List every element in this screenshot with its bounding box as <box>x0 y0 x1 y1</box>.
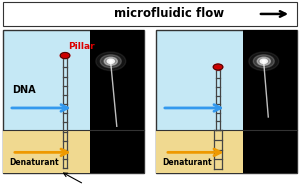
Circle shape <box>253 55 274 68</box>
Bar <box>156 30 297 173</box>
Text: microfluidic flow: microfluidic flow <box>114 7 224 20</box>
Bar <box>3 30 144 173</box>
Circle shape <box>249 52 279 70</box>
Bar <box>3 2 297 26</box>
Circle shape <box>109 60 112 62</box>
Circle shape <box>60 53 70 59</box>
Text: Denaturant: Denaturant <box>9 158 58 167</box>
Bar <box>243 30 297 173</box>
Circle shape <box>260 59 267 63</box>
Circle shape <box>213 64 223 70</box>
Bar <box>3 130 144 173</box>
Circle shape <box>262 60 265 62</box>
Bar <box>90 30 144 173</box>
Circle shape <box>257 57 270 65</box>
Circle shape <box>107 59 114 63</box>
Text: DNA: DNA <box>12 85 36 95</box>
Circle shape <box>96 52 126 70</box>
Circle shape <box>100 55 121 68</box>
Text: Denaturant: Denaturant <box>162 158 211 167</box>
Bar <box>156 130 297 173</box>
Text: Pillar: Pillar <box>68 42 95 52</box>
Circle shape <box>104 57 117 65</box>
